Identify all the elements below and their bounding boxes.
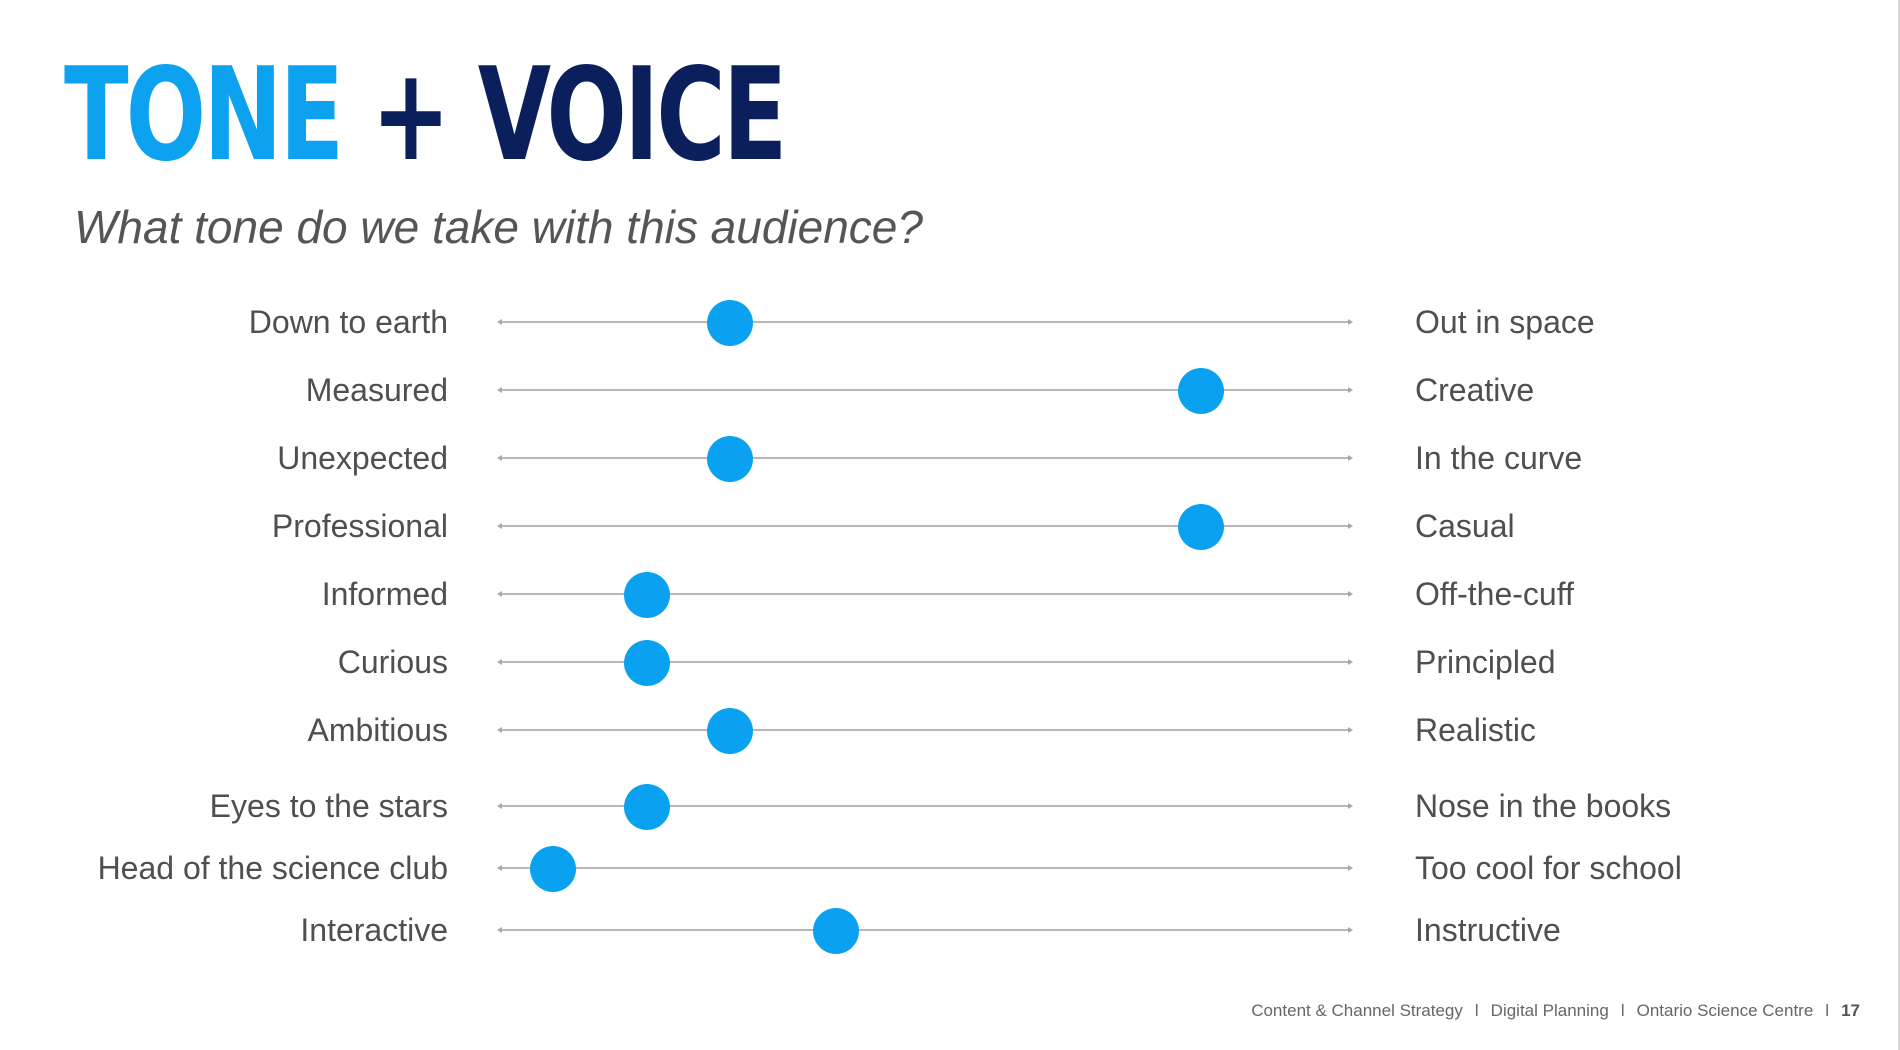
- scale-track: [497, 455, 1353, 461]
- scale-row: Professional Casual: [0, 496, 1900, 556]
- scale-marker[interactable]: [706, 300, 753, 346]
- scale-marker[interactable]: [529, 846, 576, 892]
- scale-left-label: Down to earth: [248, 304, 448, 340]
- scale-track: [497, 591, 1353, 597]
- scale-left-label: Measured: [305, 372, 448, 408]
- scale-row: Head of the science club Too cool for sc…: [0, 838, 1900, 898]
- scale-row: Eyes to the stars Nose in the books: [0, 776, 1900, 836]
- footer-section: Content & Channel Strategy: [1251, 1001, 1463, 1020]
- scale-marker[interactable]: [706, 708, 753, 754]
- footer-separator: l: [1474, 1001, 1479, 1020]
- scale-left-label: Head of the science club: [97, 850, 448, 886]
- title-word-voice: VOICE: [477, 41, 788, 190]
- scale-track: [497, 803, 1353, 809]
- scale-right-label: Creative: [1415, 372, 1535, 408]
- scale-right-label: In the curve: [1415, 440, 1583, 476]
- scale-left-label: Professional: [271, 508, 448, 544]
- scale-right-label: Realistic: [1415, 712, 1536, 748]
- scale-right-label: Off-the-cuff: [1415, 576, 1574, 612]
- scale-marker[interactable]: [812, 908, 859, 954]
- scale-left-label: Informed: [321, 576, 448, 612]
- scale-right-label: Nose in the books: [1415, 788, 1672, 824]
- scale-right-label: Principled: [1415, 644, 1556, 680]
- scale-row: Informed Off-the-cuff: [0, 564, 1900, 624]
- scale-marker[interactable]: [706, 436, 753, 482]
- scale-track: [497, 865, 1353, 871]
- scale-track: [497, 659, 1353, 665]
- slide-edge-divider: [1898, 0, 1900, 1050]
- scale-left-label: Interactive: [300, 912, 448, 948]
- scale-right-label: Instructive: [1415, 912, 1561, 948]
- footer-separator: l: [1620, 1001, 1625, 1020]
- scale-track: [497, 523, 1353, 529]
- scale-track: [497, 727, 1353, 733]
- scale-track: [497, 927, 1353, 933]
- scale-row: Down to earth Out in space: [0, 292, 1900, 352]
- scale-row: Interactive Instructive: [0, 900, 1900, 960]
- scale-marker[interactable]: [624, 572, 671, 618]
- scale-marker[interactable]: [1178, 368, 1225, 414]
- scale-right-label: Out in space: [1415, 304, 1595, 340]
- title-word-tone: TONE: [64, 41, 344, 190]
- scale-left-label: Ambitious: [307, 712, 449, 748]
- scale-row: Ambitious Realistic: [0, 700, 1900, 760]
- footer-organization: Ontario Science Centre: [1636, 1001, 1814, 1020]
- slide-subtitle: What tone do we take with this audience?: [74, 201, 923, 253]
- scale-track: [497, 387, 1353, 393]
- scale-right-label: Casual: [1415, 508, 1515, 544]
- scale-row: Curious Principled: [0, 632, 1900, 692]
- scale-track: [497, 319, 1353, 325]
- scale-left-label: Eyes to the stars: [209, 788, 448, 824]
- footer-topic: Digital Planning: [1490, 1001, 1609, 1020]
- scale-marker[interactable]: [624, 640, 671, 686]
- scale-row: Unexpected In the curve: [0, 428, 1900, 488]
- scale-row: Measured Creative: [0, 360, 1900, 420]
- scale-marker[interactable]: [624, 784, 671, 830]
- scale-right-label: Too cool for school: [1415, 850, 1682, 886]
- slide-footer: Content & Channel Strategy l Digital Plann…: [1251, 1001, 1860, 1021]
- scale-left-label: Unexpected: [277, 440, 448, 476]
- footer-separator: l: [1825, 1001, 1830, 1020]
- scale-marker[interactable]: [1178, 504, 1225, 550]
- title-plus-sign: +: [371, 41, 450, 190]
- page-number: 17: [1841, 1001, 1860, 1020]
- scale-left-label: Curious: [337, 644, 448, 680]
- slide-title: TONE + VOICE: [64, 52, 787, 180]
